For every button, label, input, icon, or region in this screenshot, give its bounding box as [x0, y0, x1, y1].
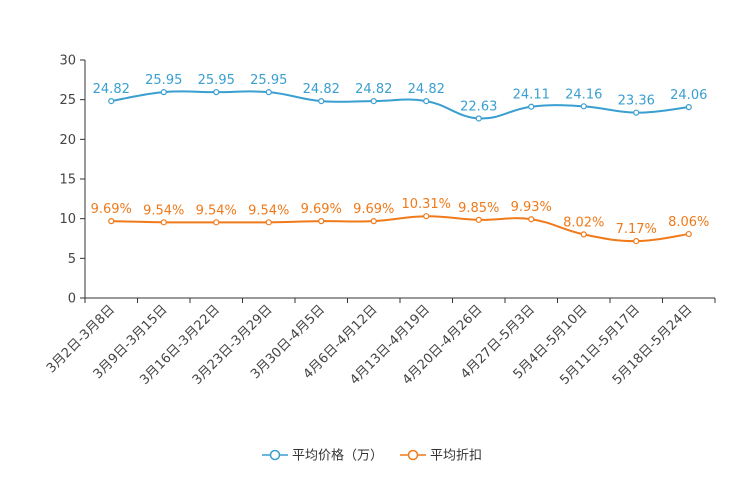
data-point[interactable] — [108, 97, 115, 105]
data-point[interactable] — [370, 97, 377, 105]
data-point[interactable] — [580, 231, 587, 238]
data-label: 24.06 — [670, 88, 707, 103]
data-label: 8.02% — [563, 215, 604, 230]
y-tick-label: 30 — [59, 54, 76, 69]
data-point[interactable] — [633, 109, 640, 116]
data-point[interactable] — [265, 89, 272, 96]
data-point[interactable] — [528, 216, 535, 223]
data-point[interactable] — [370, 218, 377, 225]
series-layer: 24.82 25.95 25.95 25.95 24.82 24.82 24.82 22.63… — [91, 73, 709, 245]
data-label: 25.95 — [250, 73, 287, 88]
data-point[interactable] — [108, 218, 115, 225]
data-point[interactable] — [580, 103, 587, 110]
data-label: 9.69% — [91, 202, 132, 217]
data-label: 9.54% — [248, 203, 289, 218]
y-tick-label: 5 — [68, 252, 76, 267]
series-line — [111, 215, 689, 243]
data-label: 10.31% — [401, 197, 451, 212]
data-point[interactable] — [528, 103, 535, 110]
y-axis-ticks: 0 5 10 15 20 25 30 — [59, 54, 85, 307]
data-label: 22.63 — [460, 99, 497, 114]
series-2: 9.69% 9.54% 9.54% 9.54% 9.69% 9.69% 10.31% 9.85… — [91, 197, 709, 245]
data-label: 24.82 — [355, 82, 392, 97]
legend-item-2[interactable]: 平均折扣 — [400, 449, 482, 464]
y-tick-label: 10 — [59, 212, 76, 227]
data-point[interactable] — [475, 216, 482, 223]
legend-label: 平均价格（万） — [292, 448, 383, 464]
data-label: 24.16 — [565, 87, 602, 102]
y-tick-label: 20 — [59, 133, 76, 148]
data-label: 9.69% — [353, 202, 394, 217]
data-label: 9.69% — [301, 202, 342, 217]
series-line — [111, 90, 689, 120]
data-point[interactable] — [633, 238, 640, 245]
data-point[interactable] — [318, 97, 325, 105]
data-point[interactable] — [475, 115, 482, 122]
data-point[interactable] — [160, 219, 167, 226]
data-label: 8.06% — [668, 215, 709, 230]
data-point[interactable] — [265, 219, 272, 226]
data-label: 24.82 — [408, 82, 445, 97]
legend-marker-icon — [269, 449, 281, 461]
legend-item-1[interactable]: 平均价格（万） — [262, 448, 383, 464]
data-label: 24.82 — [93, 82, 130, 97]
legend-marker-icon — [407, 449, 419, 461]
data-point[interactable] — [160, 89, 167, 96]
data-point[interactable] — [423, 213, 430, 220]
data-label: 9.93% — [511, 200, 552, 215]
data-point[interactable] — [685, 230, 692, 238]
data-point[interactable] — [213, 219, 220, 226]
data-point[interactable] — [213, 89, 220, 96]
data-label: 25.95 — [198, 73, 235, 88]
legend[interactable]: 平均价格（万） 平均折扣 — [262, 448, 482, 464]
y-tick-label: 15 — [59, 173, 76, 188]
data-label: 9.85% — [458, 201, 499, 216]
data-label: 25.95 — [145, 73, 182, 88]
data-label: 7.17% — [616, 222, 657, 237]
series-1: 24.82 25.95 25.95 25.95 24.82 24.82 24.82 22.63… — [93, 73, 707, 122]
y-tick-label: 25 — [59, 93, 76, 108]
data-label: 24.82 — [303, 82, 340, 97]
y-tick-label: 0 — [68, 292, 76, 307]
data-label: 9.54% — [196, 203, 237, 218]
data-label: 9.54% — [143, 203, 184, 218]
data-point[interactable] — [318, 218, 325, 225]
data-label: 24.11 — [513, 88, 550, 103]
legend-label: 平均折扣 — [430, 449, 482, 464]
x-axis-ticks: 3月2日-3月8日3月9日-3月15日3月16日-3月22日3月23日-3月29… — [44, 298, 716, 388]
data-point[interactable] — [423, 97, 430, 105]
data-label: 23.36 — [618, 94, 655, 109]
data-point[interactable] — [685, 104, 692, 111]
